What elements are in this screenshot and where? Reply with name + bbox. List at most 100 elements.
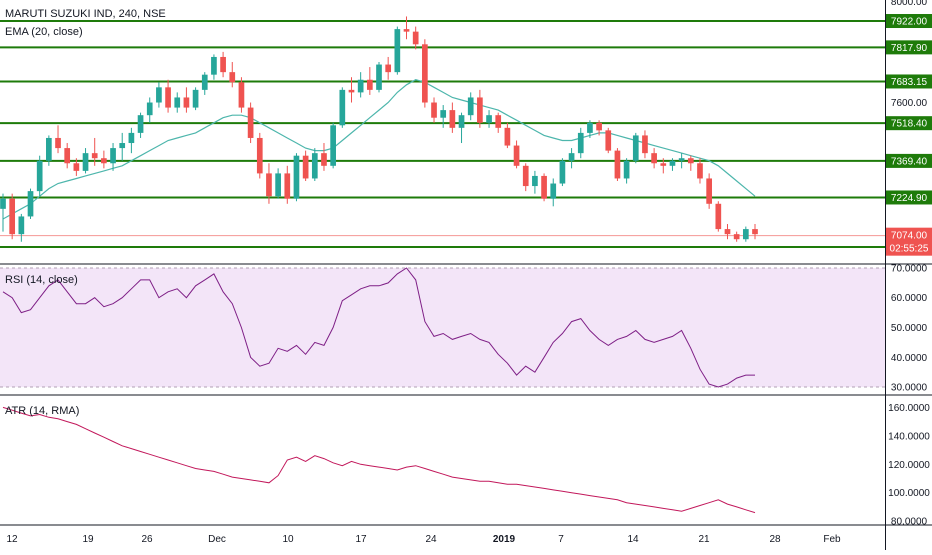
- candle-body: [27, 191, 34, 217]
- last-price-label: 7074.00: [891, 231, 928, 242]
- candle-body: [623, 160, 630, 179]
- candle-body: [183, 97, 190, 108]
- time-tick-label: 24: [425, 534, 437, 545]
- candle-body: [385, 64, 392, 73]
- atr-tick-label: 140.0000: [888, 431, 930, 442]
- candle-body: [422, 44, 428, 103]
- time-tick-label: 17: [355, 534, 367, 545]
- candle-body: [477, 97, 483, 123]
- candle-body: [467, 97, 474, 116]
- candle-body: [559, 160, 566, 184]
- time-tick-label: 14: [627, 534, 639, 545]
- time-tick-label: Dec: [208, 534, 226, 545]
- candle-body: [91, 153, 98, 159]
- candle-body: [101, 158, 107, 164]
- candle-body: [146, 102, 153, 116]
- candle-body: [660, 163, 667, 166]
- atr-line: [2, 406, 756, 514]
- candle-body: [156, 87, 162, 103]
- candle-body: [238, 82, 245, 108]
- price-tick-label: 7600.00: [891, 98, 928, 109]
- level-tag: [886, 190, 932, 205]
- candle-body: [330, 125, 336, 166]
- candle-body: [18, 216, 25, 235]
- time-tick-label: 19: [82, 534, 94, 545]
- price-tick-label: 8000.00: [891, 0, 928, 8]
- candle-body: [431, 102, 437, 118]
- candle-body: [36, 160, 43, 192]
- candle-body: [752, 229, 758, 235]
- rsi-tick-label: 40.0000: [891, 353, 928, 364]
- candle-body: [220, 56, 226, 73]
- candle-body: [266, 173, 272, 197]
- time-tick-label: 21: [698, 534, 710, 545]
- atr-tick-label: 100.0000: [888, 488, 930, 499]
- candle-body: [376, 64, 382, 90]
- candle-body: [311, 153, 318, 179]
- candle-body: [394, 29, 401, 73]
- candle-body: [458, 115, 465, 128]
- rsi-band: [0, 267, 885, 388]
- candle-body: [522, 165, 529, 187]
- candle-body: [192, 89, 199, 108]
- candle-body: [715, 203, 722, 230]
- rsi-legend: RSI (14, close): [5, 274, 78, 286]
- rsi-tick-label: 30.0000: [891, 383, 928, 394]
- time-tick-label: 28: [769, 534, 781, 545]
- level-tag-label: 7518.40: [891, 119, 928, 130]
- candle-body: [82, 153, 89, 171]
- candle-body: [284, 173, 291, 199]
- level-tag: [886, 14, 932, 29]
- time-tick-label: 2019: [493, 534, 516, 545]
- candle-body: [46, 137, 52, 161]
- candle-body: [614, 150, 621, 179]
- candle-body: [541, 175, 547, 199]
- candle-body: [137, 115, 144, 133]
- time-tick-label: 26: [141, 534, 153, 545]
- candle-body: [706, 178, 712, 204]
- candle-body: [669, 160, 676, 166]
- level-tag-label: 7224.90: [891, 193, 928, 204]
- level-tag-label: 7817.90: [891, 43, 928, 54]
- candle-body: [247, 107, 254, 138]
- candle-body: [495, 115, 502, 128]
- candle-body: [339, 89, 346, 126]
- last-price-tag: [886, 227, 932, 256]
- candle-body: [256, 137, 263, 174]
- level-tag-label: 7683.15: [891, 77, 928, 88]
- candle-body: [73, 163, 80, 171]
- candle-body: [678, 158, 685, 161]
- candle-body: [440, 110, 447, 118]
- time-tick-label: 10: [282, 534, 294, 545]
- candle-body: [412, 31, 419, 45]
- candle-body: [513, 145, 520, 166]
- candle-body: [596, 122, 602, 131]
- candle-body: [532, 175, 538, 187]
- rsi-tick-label: 50.0000: [891, 323, 928, 334]
- candle-body: [403, 29, 410, 32]
- candle-body: [366, 79, 373, 90]
- rsi-line: [2, 267, 755, 388]
- candle-body: [605, 130, 612, 151]
- candle-body: [165, 87, 171, 108]
- countdown-label: 02:55:25: [890, 244, 929, 255]
- candle-body: [568, 153, 575, 161]
- time-tick-label: 12: [6, 534, 18, 545]
- time-tick-label: 7: [558, 534, 564, 545]
- candle-body: [321, 153, 327, 166]
- candle-body: [229, 72, 236, 83]
- candle-body: [0, 198, 6, 209]
- candle-body: [302, 155, 309, 179]
- candle-body: [348, 89, 355, 93]
- candle-body: [724, 229, 731, 235]
- chart-title: MARUTI SUZUKI IND, 240, NSE: [5, 8, 166, 20]
- candle-body: [632, 135, 639, 161]
- candle-body: [642, 135, 648, 154]
- ema-line: [2, 79, 756, 220]
- atr-tick-label: 80.0000: [891, 517, 928, 528]
- level-tag: [886, 116, 932, 131]
- candle-body: [449, 110, 456, 128]
- candle-body: [110, 148, 116, 164]
- candle-body: [651, 153, 657, 164]
- candle-body: [55, 137, 61, 149]
